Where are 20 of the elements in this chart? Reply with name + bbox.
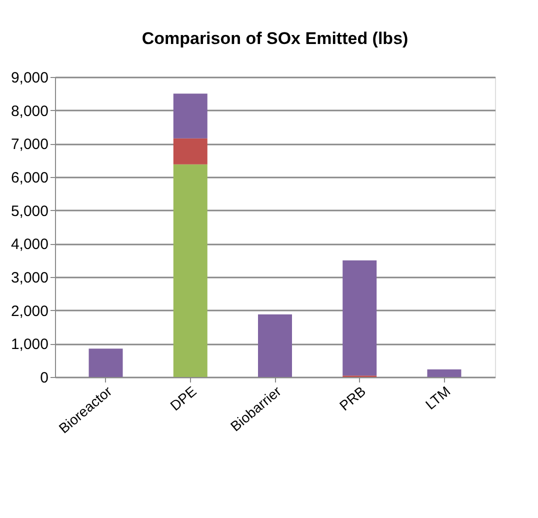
y-tick-label: 8,000 [10,102,48,120]
y-tick-label: 4,000 [10,236,48,254]
y-tick-label: 7,000 [10,136,48,154]
bar [88,348,123,377]
y-tick-label: 2,000 [10,302,48,320]
x-tick-label: PRB [336,382,369,414]
x-tick-label: LTM [422,382,454,413]
y-tick-label: 1,000 [10,336,48,354]
y-tick-label: 6,000 [10,170,48,186]
bar [173,138,208,164]
y-tick-label: 9,000 [10,70,48,86]
bar [173,94,208,138]
bar [173,164,208,377]
chart-title: Comparison of SOx Emitted (lbs) [142,29,408,48]
y-tick-label: 0 [40,370,48,386]
y-tick-label: 3,000 [10,270,48,286]
y-tick-label: 5,000 [10,202,48,220]
bar [427,369,462,377]
bar [342,260,377,376]
bar [258,314,292,377]
